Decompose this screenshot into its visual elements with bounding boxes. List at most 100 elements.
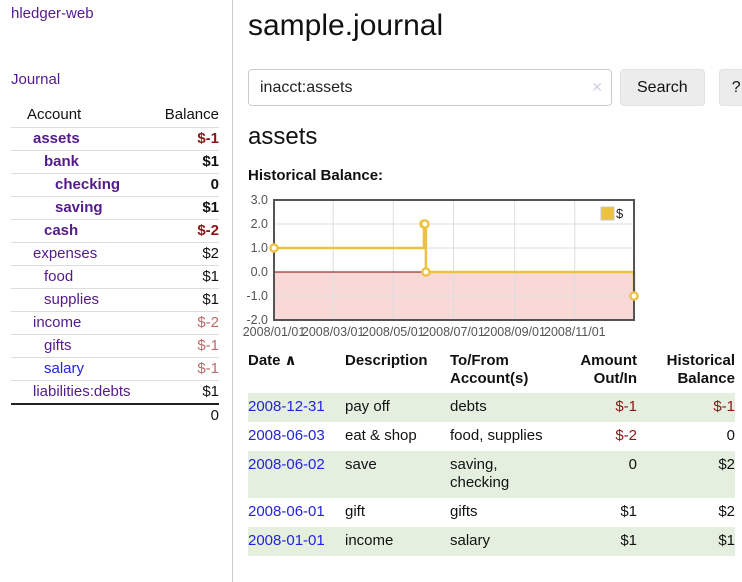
- data-point-marker: [420, 219, 430, 229]
- transaction-accounts: gifts: [450, 503, 478, 520]
- transaction-description: income: [345, 532, 394, 549]
- transaction-date-link[interactable]: 2008-06-03: [248, 427, 325, 444]
- account-balance: $-2: [154, 311, 219, 335]
- register-header-balance: Historical Balance: [666, 352, 735, 387]
- account-link[interactable]: bank: [44, 153, 80, 170]
- sidebar-item-journal[interactable]: Journal: [11, 71, 61, 88]
- y-axis-tick-label: 1.0: [251, 241, 268, 255]
- register-row: 2008-06-01 gift gifts $1 $2: [248, 498, 735, 527]
- y-axis-tick-label: -1.0: [246, 289, 268, 303]
- account-link[interactable]: cash: [44, 222, 79, 239]
- transaction-description: gift: [345, 503, 366, 520]
- transaction-accounts: saving, checking: [450, 456, 510, 491]
- y-axis-tick-label: 3.0: [251, 193, 268, 207]
- account-balance: $2: [154, 242, 219, 266]
- account-row: gifts $-1: [11, 334, 219, 358]
- legend-swatch: [600, 206, 615, 221]
- transaction-accounts: debts: [450, 398, 487, 415]
- account-link[interactable]: income: [33, 314, 82, 331]
- account-row: checking 0: [11, 173, 219, 197]
- transaction-amount: $-1: [615, 398, 637, 415]
- x-axis-tick-label: 2008/01/01: [243, 325, 306, 339]
- transaction-accounts: food, supplies: [450, 427, 543, 444]
- account-balance: $-1: [154, 334, 219, 358]
- data-point-marker: [269, 243, 279, 253]
- account-link[interactable]: gifts: [44, 337, 72, 354]
- transaction-balance: $2: [718, 503, 735, 520]
- accounts-header-balance: Balance: [164, 106, 219, 123]
- legend-label: $: [616, 206, 624, 221]
- account-link[interactable]: checking: [55, 176, 121, 193]
- account-link[interactable]: salary: [44, 360, 85, 377]
- x-axis-tick-label: 2008/03/01: [302, 325, 365, 339]
- transaction-balance: $-1: [713, 398, 735, 415]
- account-link[interactable]: liabilities:debts: [33, 383, 131, 400]
- x-axis-tick-label: 2008/09/01: [483, 325, 546, 339]
- register-header-description: Description: [345, 352, 428, 369]
- register-row: 2008-06-02 save saving, checking 0 $2: [248, 451, 735, 498]
- sidebar: hledger-web Journal Account Balance asse…: [0, 0, 233, 582]
- account-balance: $-1: [154, 127, 219, 151]
- account-link[interactable]: assets: [33, 130, 80, 147]
- transaction-amount: $-2: [615, 427, 637, 444]
- data-point-marker: [421, 267, 431, 277]
- account-balance: $1: [154, 380, 219, 404]
- account-row: income $-2: [11, 311, 219, 335]
- register-row: 2008-12-31 pay off debts $-1 $-1: [248, 393, 735, 422]
- account-row: saving $1: [11, 196, 219, 220]
- app-title-link[interactable]: hledger-web: [11, 5, 94, 22]
- search-input[interactable]: [248, 69, 612, 106]
- register-header-accounts: To/From Account(s): [450, 352, 529, 387]
- data-point-marker: [629, 291, 639, 301]
- account-balance: $-1: [154, 357, 219, 381]
- transaction-date-link[interactable]: 2008-01-01: [248, 532, 325, 549]
- accounts-total-balance: 0: [154, 403, 219, 427]
- transaction-amount: $1: [620, 532, 637, 549]
- account-balance: 0: [154, 173, 219, 197]
- accounts-total-row: 0: [11, 403, 219, 427]
- main-content: sample.journal ✕ Search ? assets Histori…: [233, 0, 742, 582]
- account-row: liabilities:debts $1: [11, 380, 219, 404]
- y-axis-tick-label: 2.0: [251, 217, 268, 231]
- account-balance: $1: [154, 150, 219, 174]
- transaction-description: eat & shop: [345, 427, 417, 444]
- transaction-date-link[interactable]: 2008-12-31: [248, 398, 325, 415]
- sort-asc-icon: ∧: [284, 352, 297, 369]
- accounts-header-account: Account: [27, 106, 82, 123]
- x-axis-tick-label: 2008/07/01: [422, 325, 485, 339]
- historical-balance-chart: $3.0 2.0 1.0 0.0 -1.0 -2.02008/01/012008/03/0…: [243, 193, 639, 339]
- transaction-description: save: [345, 456, 377, 473]
- search-button[interactable]: Search: [620, 69, 705, 106]
- account-balance: $1: [154, 265, 219, 289]
- account-row: supplies $1: [11, 288, 219, 312]
- account-link[interactable]: saving: [55, 199, 103, 216]
- y-axis-tick-label: 0.0: [251, 265, 268, 279]
- x-axis-tick-label: 2008/11/01: [544, 325, 606, 339]
- page-title: sample.journal: [248, 9, 444, 42]
- transaction-date-link[interactable]: 2008-06-02: [248, 456, 325, 473]
- account-row: food $1: [11, 265, 219, 289]
- account-section-heading: assets: [248, 123, 318, 150]
- account-row: bank $1: [11, 150, 219, 174]
- account-balance: $1: [154, 196, 219, 220]
- account-link[interactable]: supplies: [44, 291, 100, 308]
- account-row: expenses $2: [11, 242, 219, 266]
- account-link[interactable]: expenses: [33, 245, 98, 262]
- help-button[interactable]: ?: [718, 69, 742, 106]
- account-link[interactable]: food: [44, 268, 74, 285]
- transaction-date-link[interactable]: 2008-06-01: [248, 503, 325, 520]
- transaction-balance: $2: [718, 456, 735, 473]
- register-header-date[interactable]: Date ∧: [248, 352, 297, 369]
- chart-title: Historical Balance:: [248, 167, 384, 184]
- register-row: 2008-01-01 income salary $1 $1: [248, 527, 735, 556]
- clear-search-icon[interactable]: ✕: [591, 79, 603, 95]
- transaction-amount: $1: [620, 503, 637, 520]
- register-table: Date ∧ Description To/From Account(s) Amo…: [248, 350, 735, 556]
- transaction-amount: 0: [628, 456, 637, 473]
- plot-border: [273, 199, 635, 321]
- transaction-balance: 0: [726, 427, 735, 444]
- transaction-accounts: salary: [450, 532, 491, 549]
- search-bar: ✕ Search ?: [248, 69, 742, 106]
- register-row: 2008-06-03 eat & shop food, supplies $-2 0: [248, 422, 735, 451]
- account-balance: $1: [154, 288, 219, 312]
